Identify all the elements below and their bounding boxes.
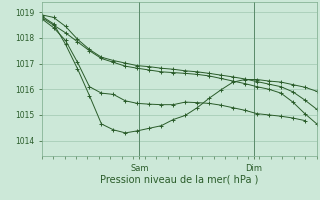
X-axis label: Pression niveau de la mer( hPa ): Pression niveau de la mer( hPa ) xyxy=(100,174,258,184)
